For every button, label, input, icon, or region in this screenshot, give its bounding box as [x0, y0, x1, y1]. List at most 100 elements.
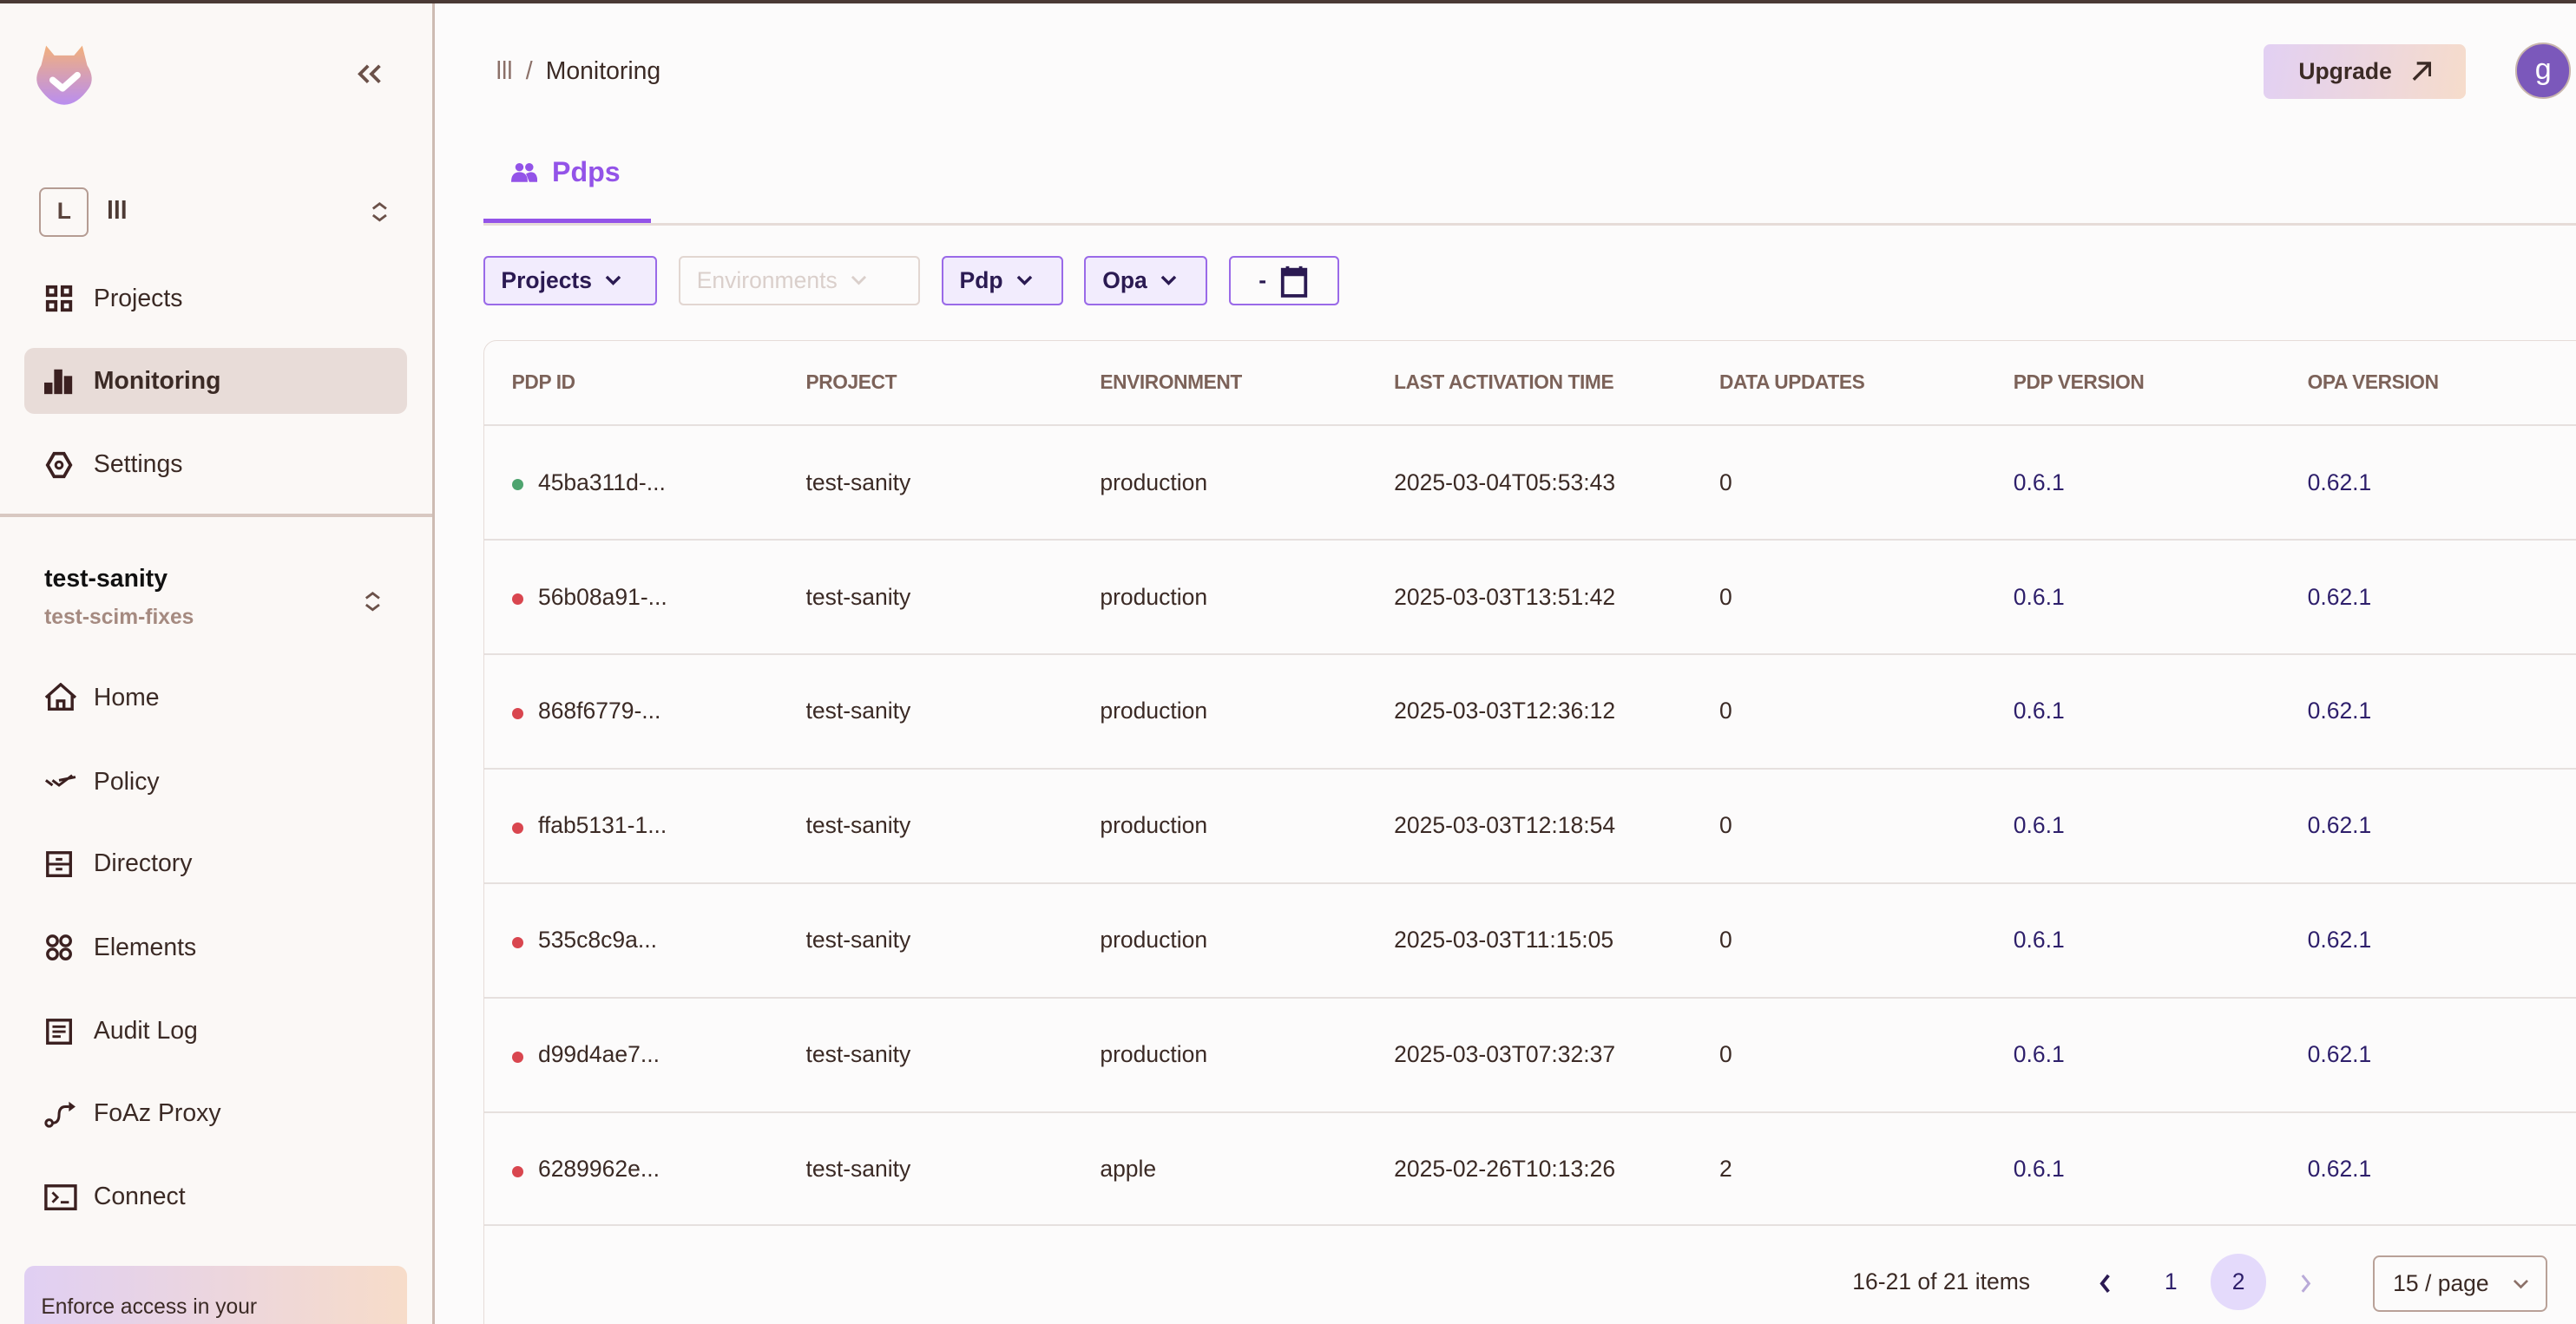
status-dot-offline [511, 1051, 523, 1063]
status-dot-offline [511, 707, 523, 720]
environments-filter[interactable]: Environments [678, 256, 921, 306]
table-row[interactable]: 6289962e... test-sanity apple 2025-02-26T10… [483, 1111, 2576, 1229]
chevron-updown-icon[interactable] [370, 200, 390, 224]
document-icon [46, 1018, 73, 1045]
calendar-icon [1281, 265, 1308, 298]
cell-id: ffab5131-1... [537, 812, 667, 839]
table-row[interactable]: ffab5131-1... test-sanity production 2025-0… [483, 768, 2576, 885]
status-dot-offline [511, 822, 523, 834]
sidebar-item-policy[interactable]: Policy [24, 749, 407, 815]
breadcrumb: lll / Monitoring [496, 57, 661, 86]
sidebar-item-foaz-proxy[interactable]: FoAz Proxy [24, 1081, 407, 1147]
page-size-select[interactable]: 15 / page [2373, 1255, 2547, 1312]
chevron-down-icon [2514, 1279, 2529, 1289]
cell-last-activation: 2025-03-03T11:15:05 [1394, 927, 1614, 954]
sidebar-divider [0, 514, 432, 518]
date-range-filter[interactable]: - [1228, 256, 1339, 306]
terminal-icon [44, 1183, 77, 1210]
cell-environment: apple [1100, 1156, 1157, 1183]
cell-project: test-sanity [805, 469, 911, 495]
column-header: ENVIRONMENT [1100, 370, 1242, 393]
chevrons-left-icon[interactable] [355, 62, 384, 86]
table-row[interactable]: 56b08a91-... test-sanity production 2025-03… [483, 539, 2576, 656]
sidebar-item-label: Elements [93, 933, 197, 961]
cell-opa-version: 0.62.1 [2307, 812, 2372, 839]
column-header: DATA UPDATES [1718, 370, 1865, 393]
sidebar: L lll Projects Monitoring Settings test-… [0, 3, 435, 1324]
sidebar-item-label: Home [93, 683, 160, 711]
gear-icon [45, 451, 73, 478]
sidebar-item-label: FoAz Proxy [93, 1098, 221, 1127]
cell-data-updates: 0 [1718, 927, 1732, 954]
upgrade-button[interactable]: Upgrade [2264, 44, 2467, 99]
environment-name[interactable]: test-scim-fixes [44, 606, 194, 630]
cell-id: 45ba311d-... [537, 469, 666, 495]
sidebar-item-connect[interactable]: Connect [24, 1164, 407, 1230]
status-dot-offline [511, 936, 523, 948]
cell-id: 56b08a91-... [537, 583, 667, 610]
table-row[interactable]: d99d4ae7... test-sanity production 2025-03-… [483, 997, 2576, 1114]
route-icon [44, 1102, 76, 1129]
cell-opa-version: 0.62.1 [2307, 1041, 2372, 1068]
promo-text: Enforce access in your [41, 1295, 258, 1320]
avatar[interactable]: g [2515, 43, 2572, 99]
sidebar-item-settings[interactable]: Settings [24, 432, 407, 498]
breadcrumb-separator: / [525, 57, 533, 86]
breadcrumb-current: Monitoring [545, 57, 661, 86]
cell-opa-version: 0.62.1 [2307, 927, 2372, 954]
column-header: PDP ID [511, 370, 575, 393]
filter-label: Environments [696, 267, 838, 294]
table-row[interactable]: 868f6779-... test-sanity production 2025-03… [483, 653, 2576, 770]
arrow-up-right-icon [2412, 62, 2432, 81]
date-range-value: - [1258, 267, 1267, 294]
page-2-button[interactable]: 2 [2210, 1254, 2267, 1310]
sidebar-item-audit-log[interactable]: Audit Log [24, 999, 407, 1065]
org-name[interactable]: lll [107, 197, 128, 226]
tab-pdps[interactable]: Pdps [483, 145, 651, 227]
cell-pdp-version: 0.6.1 [2013, 1041, 2065, 1068]
cell-last-activation: 2025-03-03T12:18:54 [1394, 812, 1616, 839]
cell-opa-version: 0.62.1 [2307, 583, 2372, 610]
pagination-summary: 16-21 of 21 items [1852, 1268, 2031, 1295]
cell-project: test-sanity [805, 698, 911, 724]
sidebar-item-label: Settings [93, 450, 183, 479]
project-name[interactable]: test-sanity [44, 565, 168, 593]
elements-icon [46, 934, 73, 961]
page-1-button[interactable]: 1 [2164, 1268, 2178, 1295]
chevron-down-icon [605, 275, 621, 285]
window-top-border [0, 0, 2576, 3]
tab-active-indicator [483, 218, 651, 224]
column-header: PROJECT [805, 370, 897, 393]
pdp-filter[interactable]: Pdp [941, 256, 1063, 306]
promo-card[interactable]: Enforce access in your [24, 1266, 408, 1324]
upgrade-label: Upgrade [2298, 57, 2392, 84]
sidebar-item-monitoring[interactable]: Monitoring [24, 348, 408, 414]
table-row[interactable]: 45ba311d-... test-sanity production 2025-03… [483, 424, 2576, 541]
projects-filter[interactable]: Projects [483, 256, 658, 306]
chevron-right-icon[interactable] [2299, 1274, 2312, 1294]
chevron-left-icon[interactable] [2099, 1274, 2112, 1294]
filter-label: Pdp [959, 267, 1003, 294]
cell-last-activation: 2025-03-03T12:36:12 [1394, 698, 1616, 724]
pdps-table: PDP ID PROJECT ENVIRONMENT LAST ACTIVATI… [483, 339, 2576, 1324]
cell-environment: production [1100, 927, 1208, 954]
cell-opa-version: 0.62.1 [2307, 1156, 2372, 1183]
cell-environment: production [1100, 698, 1208, 724]
chevron-updown-icon[interactable] [363, 590, 383, 613]
opa-filter[interactable]: Opa [1084, 256, 1208, 306]
sidebar-item-directory[interactable]: Directory [24, 831, 407, 897]
column-header: LAST ACTIVATION TIME [1394, 370, 1614, 393]
cell-opa-version: 0.62.1 [2307, 469, 2372, 495]
cell-project: test-sanity [805, 1041, 911, 1068]
table-row[interactable]: 535c8c9a... test-sanity production 2025-03-… [483, 882, 2576, 1000]
sidebar-item-elements[interactable]: Elements [24, 914, 407, 980]
check-cat-logo[interactable] [33, 39, 95, 108]
cell-data-updates: 0 [1718, 698, 1732, 724]
sidebar-item-home[interactable]: Home [24, 665, 407, 731]
sidebar-item-projects[interactable]: Projects [24, 266, 407, 332]
users-icon [510, 163, 537, 183]
cell-environment: production [1100, 1041, 1208, 1068]
breadcrumb-org[interactable]: lll [496, 57, 513, 86]
cell-last-activation: 2025-03-03T13:51:42 [1394, 583, 1616, 610]
cell-project: test-sanity [805, 1156, 911, 1183]
